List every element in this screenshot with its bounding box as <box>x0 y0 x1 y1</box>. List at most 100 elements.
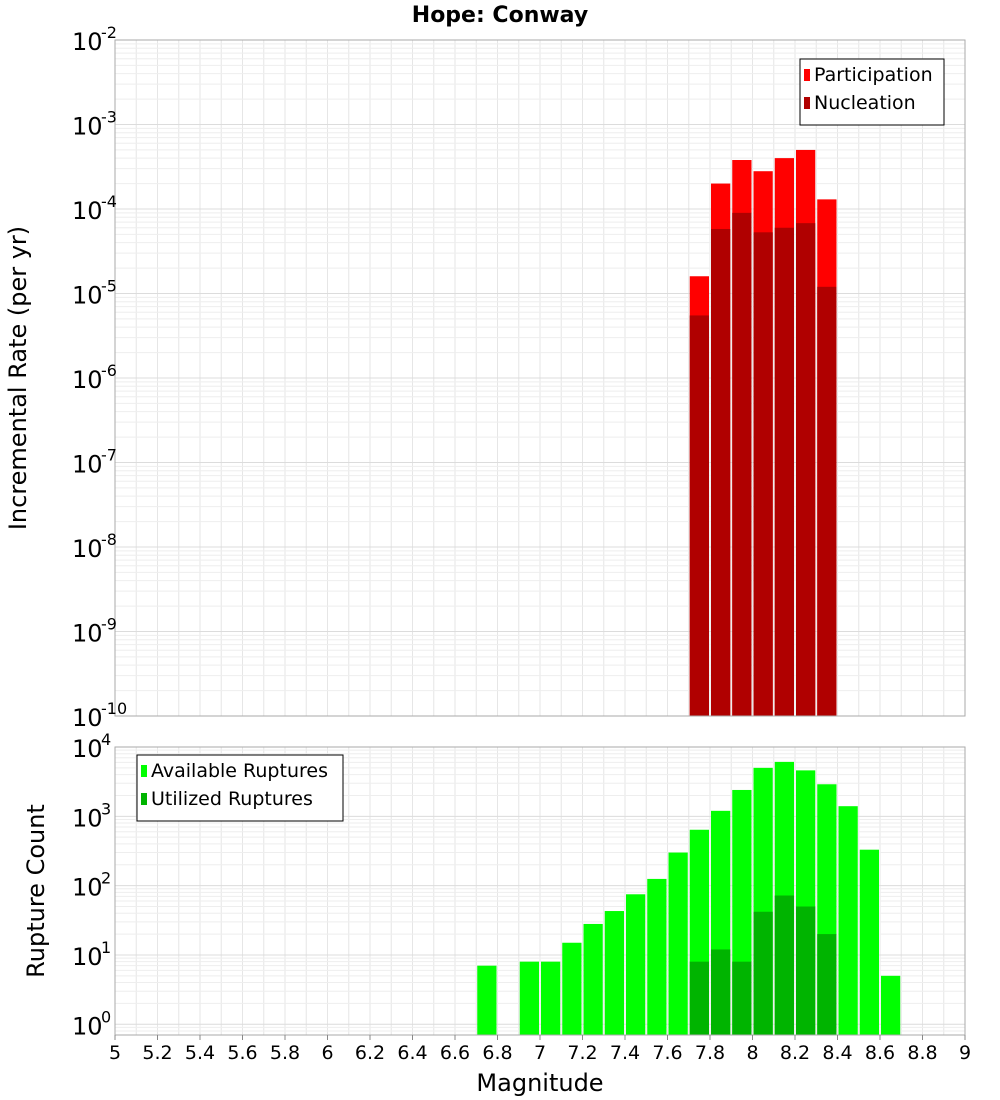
bar <box>711 228 731 716</box>
y-tick-label: 10 <box>72 366 103 394</box>
y-tick-exponent: -2 <box>101 23 117 42</box>
x-tick-label: 5.6 <box>227 1042 257 1064</box>
bar <box>711 949 731 1035</box>
x-tick-label: 5.4 <box>185 1042 215 1064</box>
bar <box>477 965 497 1035</box>
y-tick-exponent: -7 <box>101 446 117 465</box>
rate-panel: 10-1010-910-810-710-610-510-410-310-2Inc… <box>4 23 966 732</box>
bar <box>838 806 858 1035</box>
legend-swatch <box>141 793 147 805</box>
y-tick-exponent: -10 <box>101 699 127 718</box>
bar <box>859 849 879 1035</box>
bar <box>626 894 646 1035</box>
y-tick-label: 10 <box>72 735 103 763</box>
bar <box>732 961 752 1035</box>
y-tick-exponent: -5 <box>101 277 117 296</box>
y-tick-label: 10 <box>72 535 103 563</box>
bar <box>881 975 901 1035</box>
y-tick-label: 10 <box>72 282 103 310</box>
y-tick-label: 10 <box>72 451 103 479</box>
y-tick-exponent: 2 <box>101 869 111 888</box>
y-tick-label: 10 <box>72 943 103 971</box>
x-tick-labels: 5 5.2 5.4 5.6 5.8 6 6.2 6.4 6.6 6.8 7 7.2 7.4 7.6 7.8 8… <box>109 1035 971 1064</box>
x-tick-label: 5.2 <box>142 1042 172 1064</box>
legend-swatch <box>141 765 147 777</box>
legend-label: Participation <box>814 64 933 86</box>
y-tick-exponent: -4 <box>101 192 117 211</box>
x-tick-label: 7.6 <box>652 1042 682 1064</box>
bar <box>817 286 837 716</box>
bar <box>817 934 837 1035</box>
bar <box>604 911 624 1035</box>
x-tick-label: 8.4 <box>822 1042 852 1064</box>
y-tick-exponent: 3 <box>101 799 111 818</box>
legend: Participation Nucleation <box>799 58 945 126</box>
bar <box>774 895 794 1035</box>
legend-label: Available Ruptures <box>151 760 328 782</box>
legend: Available Ruptures Utilized Ruptures <box>136 754 344 822</box>
y-tick-label: 10 <box>72 1012 103 1040</box>
x-tick-label: 8 <box>746 1042 758 1064</box>
bar <box>753 232 773 716</box>
x-tick-label: 5 <box>109 1042 121 1064</box>
x-tick-label: 9 <box>959 1042 971 1064</box>
series-nucleation <box>689 212 837 716</box>
y-axis-label: Rupture Count <box>22 804 50 978</box>
y-tick-exponent: 4 <box>101 730 111 749</box>
x-tick-label: 8.2 <box>780 1042 810 1064</box>
legend-box <box>136 754 344 822</box>
y-tick-exponent: 0 <box>101 1007 111 1026</box>
y-tick-label: 10 <box>72 704 103 732</box>
bar <box>562 942 582 1035</box>
bar <box>583 923 603 1035</box>
bar <box>774 227 794 716</box>
bar <box>519 961 539 1035</box>
x-tick-label: 8.6 <box>865 1042 895 1064</box>
x-tick-label: 6.6 <box>440 1042 470 1064</box>
legend-label: Nucleation <box>814 92 916 114</box>
y-tick-exponent: -6 <box>101 361 117 380</box>
bar <box>668 852 688 1035</box>
legend-box <box>799 58 945 126</box>
y-tick-label: 10 <box>72 874 103 902</box>
y-tick-exponent: -9 <box>101 615 117 634</box>
series-utilized-ruptures <box>689 895 837 1035</box>
bar <box>541 961 561 1035</box>
x-tick-label: 7.2 <box>567 1042 597 1064</box>
plot-frame <box>114 39 966 717</box>
bar <box>647 878 667 1035</box>
x-tick-label: 7 <box>534 1042 546 1064</box>
x-tick-label: 8.8 <box>907 1042 937 1064</box>
legend-swatch <box>804 97 810 109</box>
x-axis-label: Magnitude <box>476 1069 603 1097</box>
y-tick-label: 10 <box>72 620 103 648</box>
bar <box>689 961 709 1035</box>
legend-label: Utilized Ruptures <box>151 788 313 810</box>
y-tick-exponent: 1 <box>101 938 111 957</box>
legend-swatch <box>804 69 810 81</box>
x-tick-label: 6.4 <box>397 1042 427 1064</box>
y-tick-label: 10 <box>72 197 103 225</box>
x-tick-label: 6.2 <box>355 1042 385 1064</box>
bar <box>796 223 816 716</box>
y-tick-label: 10 <box>72 28 103 56</box>
x-tick-label: 7.4 <box>610 1042 640 1064</box>
x-tick-label: 6 <box>321 1042 333 1064</box>
x-tick-label: 6.8 <box>482 1042 512 1064</box>
bar <box>753 911 773 1035</box>
y-tick-exponent: -3 <box>101 108 117 127</box>
y-tick-label: 10 <box>72 113 103 141</box>
bar <box>689 315 709 716</box>
bar <box>732 212 752 716</box>
x-tick-label: 7.8 <box>695 1042 725 1064</box>
x-tick-label: 5.8 <box>270 1042 300 1064</box>
chart-title: Hope: Conway <box>412 3 588 28</box>
y-tick-exponent: -8 <box>101 530 117 549</box>
y-tick-label: 10 <box>72 804 103 832</box>
y-axis-label: Incremental Rate (per yr) <box>4 226 32 530</box>
bar <box>796 906 816 1035</box>
